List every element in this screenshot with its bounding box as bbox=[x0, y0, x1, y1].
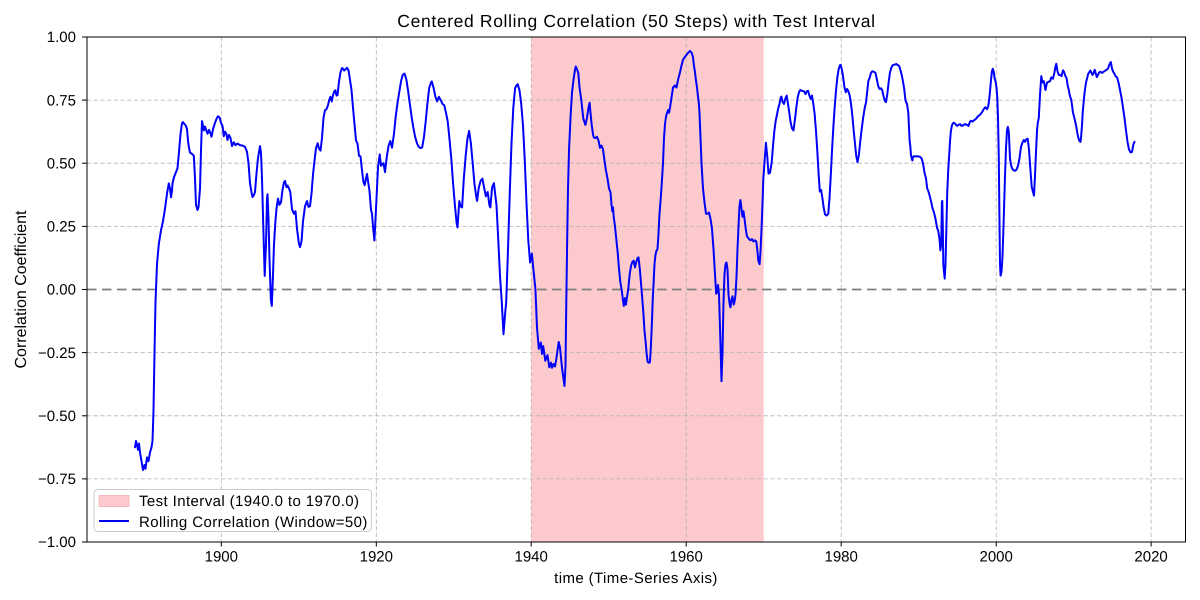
svg-text:1920: 1920 bbox=[360, 549, 393, 566]
svg-text:1900: 1900 bbox=[205, 549, 238, 566]
svg-text:1940: 1940 bbox=[515, 549, 548, 566]
svg-text:Rolling Correlation (Window=50: Rolling Correlation (Window=50) bbox=[139, 514, 368, 531]
svg-text:Correlation Coefficient: Correlation Coefficient bbox=[13, 210, 30, 369]
svg-text:Centered Rolling Correlation (: Centered Rolling Correlation (50 Steps) … bbox=[397, 11, 875, 31]
svg-text:−0.50: −0.50 bbox=[38, 408, 76, 425]
svg-text:−1.00: −1.00 bbox=[38, 534, 76, 551]
svg-text:0.50: 0.50 bbox=[47, 155, 76, 172]
svg-text:0.00: 0.00 bbox=[47, 282, 76, 299]
svg-text:1960: 1960 bbox=[670, 549, 703, 566]
svg-text:2020: 2020 bbox=[1134, 549, 1167, 566]
svg-text:1980: 1980 bbox=[825, 549, 858, 566]
svg-text:−0.75: −0.75 bbox=[38, 471, 76, 488]
svg-text:−0.25: −0.25 bbox=[38, 345, 76, 362]
svg-text:time (Time-Series Axis): time (Time-Series Axis) bbox=[554, 570, 718, 587]
svg-text:2000: 2000 bbox=[980, 549, 1013, 566]
svg-text:Test Interval (1940.0 to 1970.: Test Interval (1940.0 to 1970.0) bbox=[139, 493, 359, 510]
svg-text:0.25: 0.25 bbox=[47, 219, 76, 236]
svg-text:1.00: 1.00 bbox=[47, 29, 76, 46]
svg-text:0.75: 0.75 bbox=[47, 92, 76, 109]
